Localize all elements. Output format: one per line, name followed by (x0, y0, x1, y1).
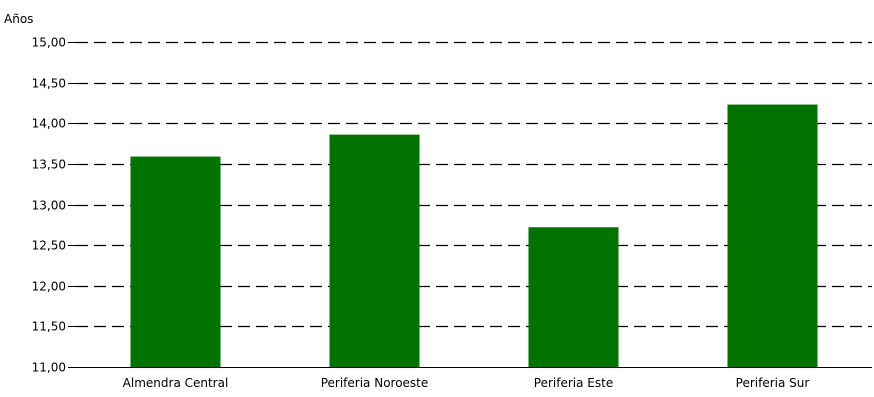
bar (528, 227, 619, 367)
y-axis-label: Años (4, 12, 33, 26)
x-tick-label: Periferia Sur (736, 376, 810, 390)
y-tick-label: 14,50 (32, 77, 66, 91)
y-tick-label: 11,50 (32, 320, 66, 334)
y-tick-label: 12,00 (32, 280, 66, 294)
x-tick-label: Almendra Central (123, 376, 229, 390)
x-tick-labels: Almendra Central Periferia Noroeste Perife… (123, 376, 810, 390)
y-tick-label: 13,50 (32, 158, 66, 172)
x-tick-label: Periferia Noroeste (321, 376, 429, 390)
bar (727, 104, 818, 367)
bar (130, 156, 221, 367)
y-tick-label: 14,00 (32, 117, 66, 131)
y-tick-label: 13,00 (32, 199, 66, 213)
bar (329, 134, 420, 367)
y-tick-labels: 11,00 11,50 12,00 12,50 13,00 13,50 14,00 14,50… (32, 36, 66, 375)
y-tick-label: 15,00 (32, 36, 66, 50)
x-tick-label: Periferia Este (534, 376, 613, 390)
axes (68, 42, 872, 368)
y-tick-label: 11,00 (32, 361, 66, 375)
y-tick-label: 12,50 (32, 239, 66, 253)
bars (130, 104, 818, 367)
